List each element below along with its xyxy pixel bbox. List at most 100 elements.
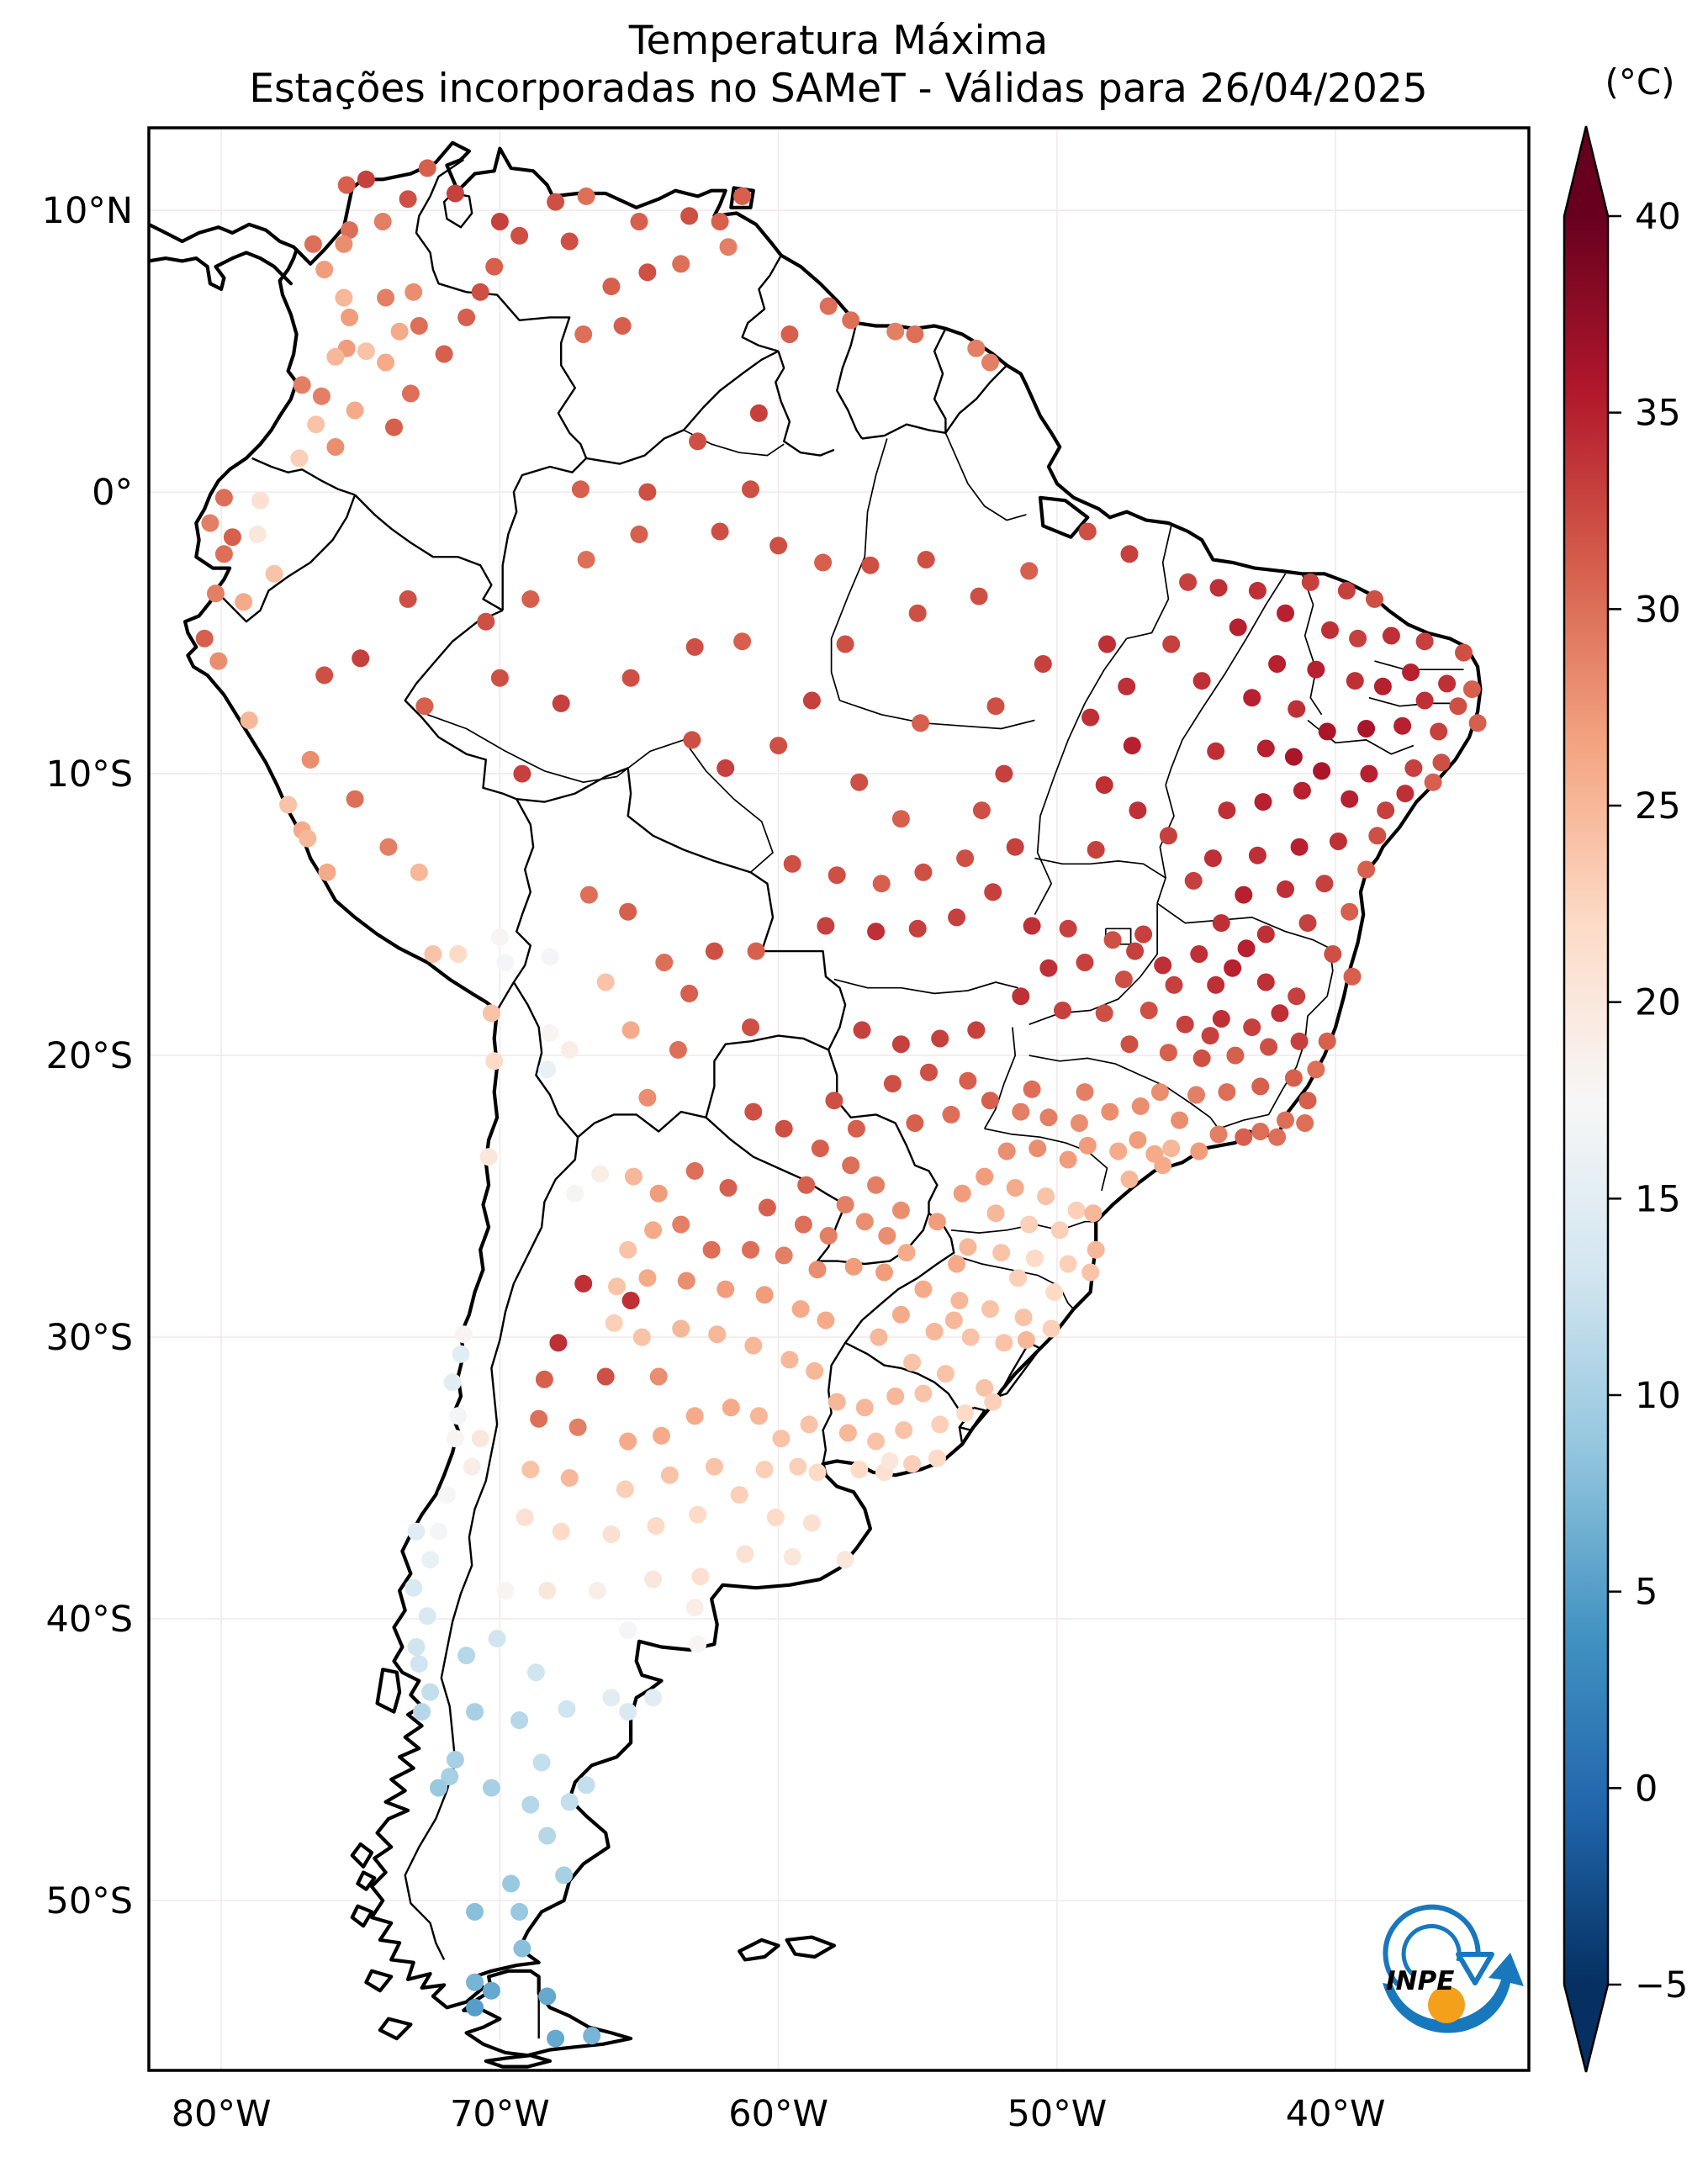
station-dot <box>490 928 509 946</box>
station-dot <box>430 1779 447 1797</box>
station-dot <box>1123 737 1141 755</box>
station-dot <box>1095 776 1113 794</box>
station-dot <box>632 1328 651 1346</box>
coastline-path <box>378 2017 413 2041</box>
station-dot <box>421 1683 440 1701</box>
station-dot <box>1402 663 1420 681</box>
station-dot <box>443 1373 462 1392</box>
country-border-path <box>415 158 588 459</box>
station-dot <box>379 838 398 856</box>
station-dot <box>621 1021 640 1039</box>
station-dot <box>850 773 869 791</box>
station-dot <box>1284 1069 1303 1087</box>
station-dot <box>1349 629 1367 648</box>
station-dot <box>532 1753 551 1772</box>
station-dot <box>214 489 233 507</box>
colorbar-tick-label: 10 <box>1635 1375 1681 1417</box>
station-dot <box>413 1703 431 1721</box>
station-dot <box>1109 1142 1128 1160</box>
station-dot <box>961 1328 980 1346</box>
station-dot <box>867 1176 886 1194</box>
station-dot <box>326 438 345 456</box>
station-dot <box>817 1311 835 1330</box>
coastline-path <box>149 222 299 252</box>
station-dot <box>510 1711 529 1730</box>
map-area: INPE <box>149 128 1529 2070</box>
station-dot <box>1290 838 1309 856</box>
country-border-path <box>404 1137 579 1960</box>
country-border-path <box>251 457 356 496</box>
station-dot <box>914 863 933 881</box>
station-dot <box>1288 700 1306 718</box>
coastlines <box>149 140 1483 2069</box>
country-border-path <box>512 798 535 983</box>
station-dot <box>1050 1221 1069 1240</box>
station-dot <box>621 669 640 687</box>
station-dot <box>530 1409 548 1428</box>
station-dot <box>638 1269 657 1287</box>
station-dot <box>454 1325 473 1344</box>
station-dot <box>828 1393 846 1411</box>
station-dot <box>452 1345 470 1363</box>
station-dot <box>705 942 723 960</box>
station-dot <box>577 1776 595 1795</box>
station-dot <box>1415 691 1434 710</box>
station-dot <box>883 1075 902 1093</box>
station-dot <box>976 1167 994 1186</box>
station-dot <box>1020 1215 1039 1234</box>
station-dot <box>251 491 269 510</box>
station-dot <box>906 325 924 343</box>
colorbar-tick-label: 30 <box>1635 589 1681 631</box>
station-dot <box>602 1525 621 1543</box>
station-dot <box>1404 759 1423 777</box>
chart-subtitle: Estações incorporadas no SAMeT - Válidas… <box>249 66 1427 112</box>
station-dot <box>1218 801 1236 820</box>
country-border-path <box>822 1342 847 1465</box>
state-border-path <box>983 1027 1017 1129</box>
station-dot <box>1268 655 1287 673</box>
station-dot <box>1462 680 1481 699</box>
country-border-path <box>836 322 864 440</box>
station-dot <box>702 1240 721 1259</box>
station-dot <box>619 1620 637 1639</box>
lon-tick-label: 70°W <box>450 2093 550 2135</box>
lon-tick-label: 50°W <box>1007 2093 1107 2135</box>
lat-tick-label: 10°N <box>42 190 133 232</box>
station-dot <box>1296 1114 1314 1132</box>
station-dot <box>326 347 345 366</box>
station-dot <box>917 551 935 568</box>
colorbar-ticks: 40 35 30 25 20 15 10 5 0 −5 <box>1608 196 1688 2006</box>
station-dot <box>749 1407 768 1425</box>
station-dot <box>1243 1018 1261 1037</box>
station-dot <box>1159 827 1177 845</box>
station-dot <box>377 353 395 372</box>
station-dot <box>235 593 253 611</box>
station-dot <box>842 1156 860 1175</box>
station-dot <box>1201 1027 1219 1045</box>
station-dot <box>967 1021 986 1039</box>
station-dot <box>424 945 442 963</box>
station-dot <box>463 1457 481 1476</box>
station-dot <box>619 902 637 921</box>
station-dot <box>944 1311 963 1330</box>
station-dot <box>1120 1171 1139 1188</box>
station-dot <box>479 1148 498 1166</box>
station-dot <box>1229 618 1247 637</box>
station-dot <box>621 1292 640 1309</box>
station-dot <box>482 1779 500 1797</box>
station-dot <box>1129 1131 1147 1150</box>
station-dot <box>1254 793 1272 812</box>
station-dot <box>1256 973 1275 991</box>
station-dot <box>986 697 1005 716</box>
station-dot <box>223 528 241 547</box>
state-border-path <box>839 700 1035 730</box>
station-dot <box>1235 886 1253 904</box>
station-dot <box>872 875 891 893</box>
coastline-path <box>350 1842 374 1869</box>
station-dot <box>992 1244 1011 1262</box>
station-dot <box>405 1578 423 1597</box>
station-dot <box>780 325 799 343</box>
country-border-path <box>705 1116 930 1266</box>
coastline-path <box>350 1904 374 1928</box>
